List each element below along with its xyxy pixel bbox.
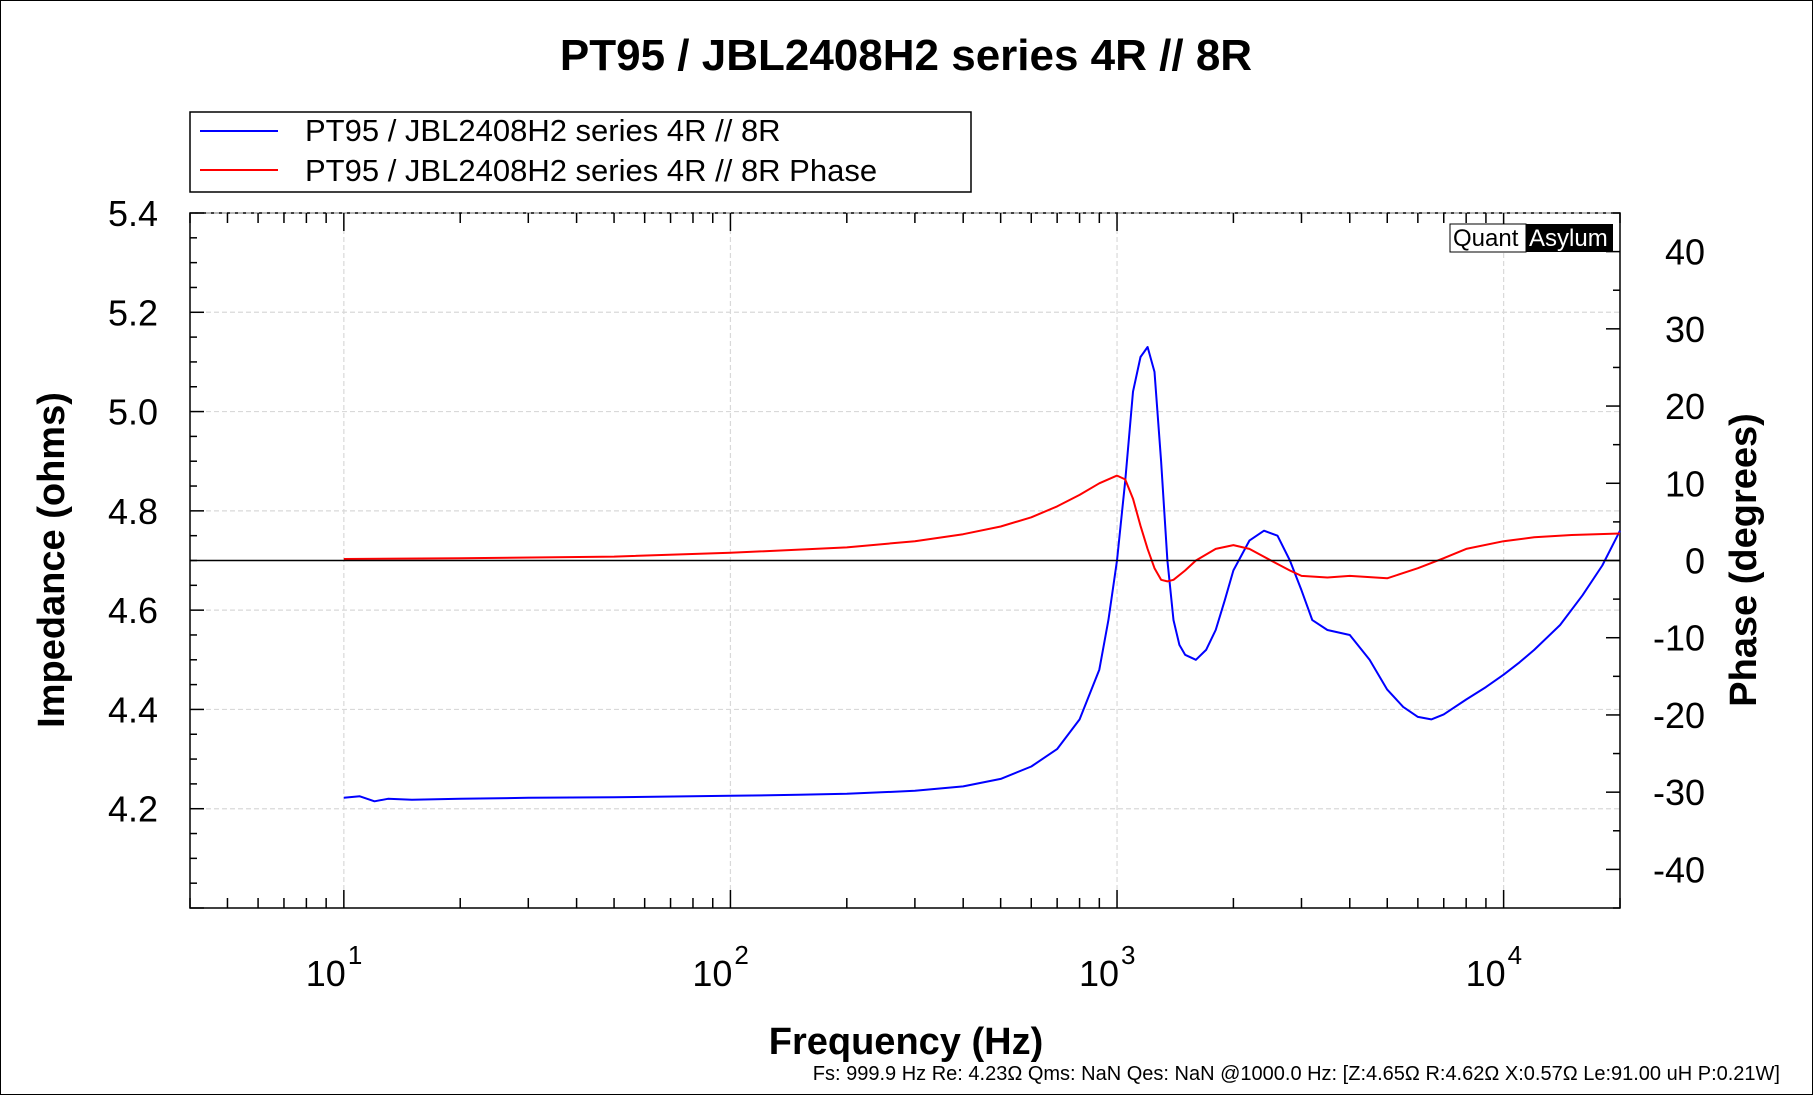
x-tick-exp-0: 1 (348, 940, 362, 970)
x-tick-label-2: 10 3 (1079, 940, 1136, 994)
x-tick-label-1: 10 2 (692, 940, 749, 994)
x-tick-exp-2: 3 (1121, 940, 1135, 970)
y2-tick-label-6: 20 (1665, 386, 1705, 427)
quantasylum-watermark: Quant Asylum (1449, 223, 1613, 253)
y-tick-label-4: 5.0 (108, 392, 158, 433)
y2-tick-label-5: 10 (1665, 463, 1705, 504)
legend-label-impedance: PT95 / JBL2408H2 series 4R // 8R (305, 113, 781, 148)
y-axis-label: Impedance (ohms) (31, 392, 73, 728)
y2-tick-label-2: -20 (1653, 695, 1705, 736)
x-tick-base-0: 10 (306, 953, 346, 994)
chart-title: PT95 / JBL2408H2 series 4R // 8R (560, 31, 1252, 80)
y2-axis-label: Phase (degrees) (1723, 413, 1765, 707)
footer-parameters: Fs: 999.9 Hz Re: 4.23Ω Qms: NaN Qes: NaN… (813, 1063, 1780, 1085)
x-tick-base-2: 10 (1079, 953, 1119, 994)
series-layer (343, 346, 1621, 803)
x-tick-base-1: 10 (692, 953, 732, 994)
y2-tick-label-7: 30 (1665, 309, 1705, 350)
x-tick-base-3: 10 (1466, 953, 1506, 994)
y-tick-labels: 4.2 4.4 4.6 4.8 5.0 5.2 5.4 (108, 193, 158, 830)
watermark-right-text: Asylum (1529, 225, 1608, 252)
y-tick-label-3: 4.8 (108, 491, 158, 532)
x-tick-exp-1: 2 (734, 940, 748, 970)
legend: PT95 / JBL2408H2 series 4R // 8R PT95 / … (189, 111, 972, 193)
legend-label-phase: PT95 / JBL2408H2 series 4R // 8R Phase (305, 153, 877, 188)
watermark-right-box (1526, 224, 1613, 252)
y2-tick-labels: -40 -30 -20 -10 0 10 20 30 40 (1653, 232, 1705, 891)
x-tick-labels: 10 1 10 2 10 3 10 4 (306, 940, 1522, 994)
x-axis-label: Frequency (Hz) (769, 1021, 1043, 1063)
y2-tick-label-1: -30 (1653, 772, 1705, 813)
y2-tick-label-3: -10 (1653, 618, 1705, 659)
series-line-phase (343, 474, 1621, 583)
y-tick-label-1: 4.4 (108, 689, 158, 730)
y-tick-label-2: 4.6 (108, 590, 158, 631)
y-tick-label-5: 5.2 (108, 292, 158, 333)
watermark-left-text: Quant (1453, 225, 1519, 252)
x-tick-label-3: 10 4 (1466, 940, 1523, 994)
x-tick-label-0: 10 1 (306, 940, 363, 994)
x-tick-exp-3: 4 (1508, 940, 1522, 970)
y-tick-label-6: 5.4 (108, 193, 158, 234)
y2-tick-label-4: 0 (1685, 541, 1705, 582)
y2-tick-label-8: 40 (1665, 232, 1705, 273)
y2-tick-label-0: -40 (1653, 849, 1705, 890)
minor-ticks (189, 212, 1621, 909)
series-line-impedance (343, 346, 1621, 803)
legend-box (189, 111, 972, 193)
y-tick-label-0: 4.2 (108, 789, 158, 830)
